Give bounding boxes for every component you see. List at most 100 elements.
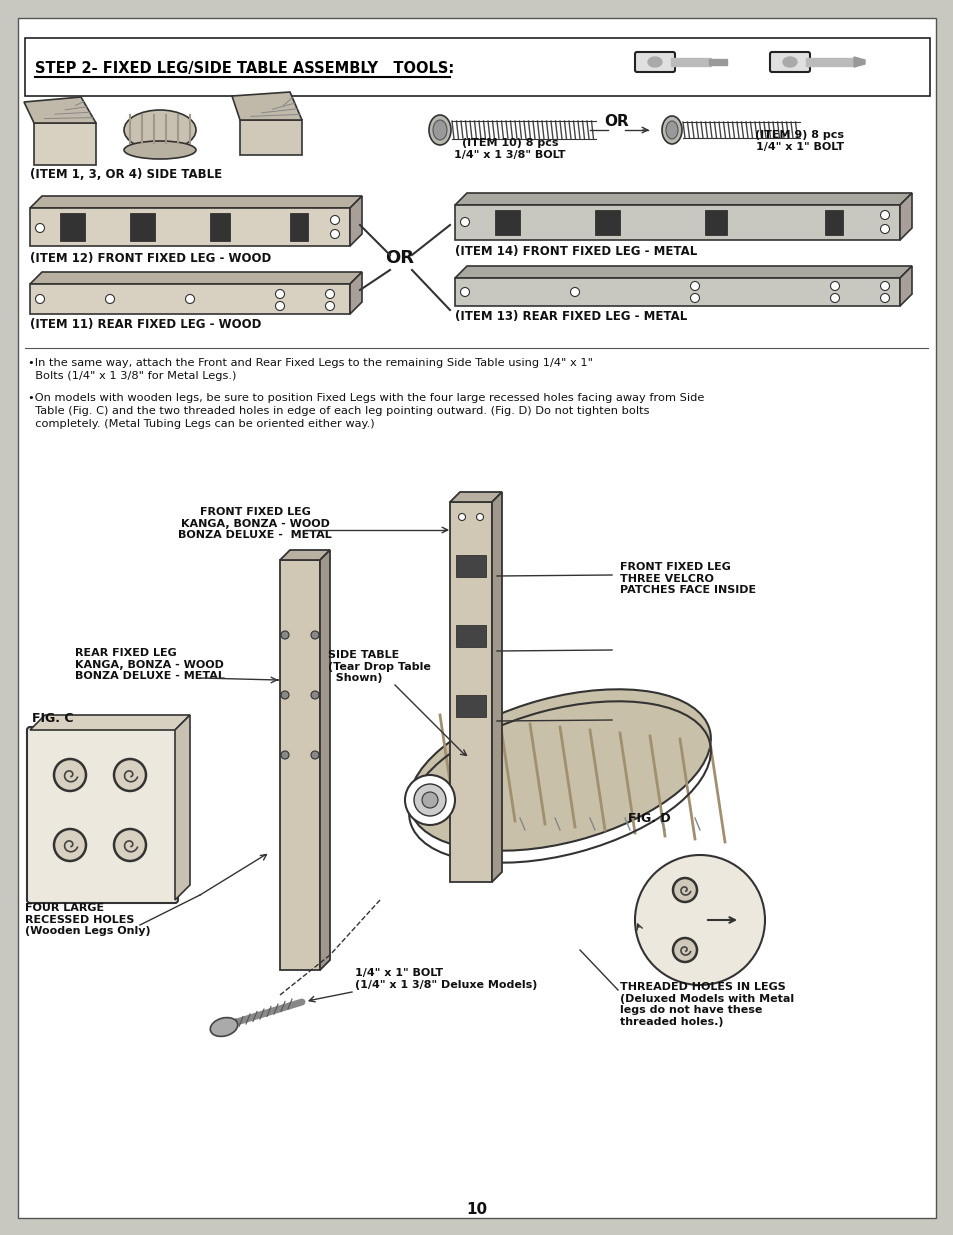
Bar: [290, 212, 308, 241]
Circle shape: [672, 878, 697, 902]
Circle shape: [113, 760, 146, 790]
Circle shape: [690, 294, 699, 303]
Ellipse shape: [124, 141, 195, 159]
Polygon shape: [24, 98, 96, 124]
Text: (ITEM 10) 8 pcs
1/4" x 1 3/8" BOLT: (ITEM 10) 8 pcs 1/4" x 1 3/8" BOLT: [454, 138, 565, 161]
Ellipse shape: [210, 1018, 237, 1036]
Circle shape: [476, 514, 483, 520]
Polygon shape: [240, 120, 302, 156]
FancyBboxPatch shape: [27, 727, 178, 903]
Circle shape: [880, 210, 888, 220]
Text: FIG. C: FIG. C: [32, 713, 73, 725]
Text: STEP 2- FIXED LEG/SIDE TABLE ASSEMBLY   TOOLS:: STEP 2- FIXED LEG/SIDE TABLE ASSEMBLY TO…: [35, 61, 454, 77]
Text: (ITEM 13) REAR FIXED LEG - METAL: (ITEM 13) REAR FIXED LEG - METAL: [455, 310, 686, 324]
Circle shape: [880, 225, 888, 233]
Circle shape: [185, 294, 194, 304]
Ellipse shape: [665, 121, 678, 140]
Bar: [805, 58, 855, 65]
Polygon shape: [280, 550, 330, 559]
Circle shape: [35, 294, 45, 304]
Polygon shape: [34, 124, 96, 165]
Circle shape: [570, 288, 578, 296]
Polygon shape: [30, 207, 350, 246]
Text: FOUR LARGE
RECESSED HOLES
(Wooden Legs Only): FOUR LARGE RECESSED HOLES (Wooden Legs O…: [25, 903, 151, 936]
Polygon shape: [853, 57, 864, 67]
Text: FRONT FIXED LEG
KANGA, BONZA - WOOD
BONZA DELUXE -  METAL: FRONT FIXED LEG KANGA, BONZA - WOOD BONZ…: [178, 508, 332, 540]
Circle shape: [405, 776, 455, 825]
Polygon shape: [350, 196, 361, 246]
Polygon shape: [30, 715, 190, 730]
Ellipse shape: [124, 110, 195, 149]
Circle shape: [281, 692, 289, 699]
Text: THREADED HOLES IN LEGS
(Deluxed Models with Metal
legs do not have these
threade: THREADED HOLES IN LEGS (Deluxed Models w…: [619, 982, 793, 1026]
Text: REAR FIXED LEG
KANGA, BONZA - WOOD
BONZA DELUXE - METAL: REAR FIXED LEG KANGA, BONZA - WOOD BONZA…: [75, 648, 225, 682]
Text: •On models with wooden legs, be sure to position Fixed Legs with the four large : •On models with wooden legs, be sure to …: [28, 393, 703, 430]
Circle shape: [281, 631, 289, 638]
Polygon shape: [455, 205, 899, 240]
Bar: [456, 555, 485, 577]
Text: 10: 10: [466, 1202, 487, 1216]
Text: (ITEM 14) FRONT FIXED LEG - METAL: (ITEM 14) FRONT FIXED LEG - METAL: [455, 245, 697, 258]
Text: (ITEM 11) REAR FIXED LEG - WOOD: (ITEM 11) REAR FIXED LEG - WOOD: [30, 317, 261, 331]
Ellipse shape: [661, 116, 681, 144]
Circle shape: [880, 294, 888, 303]
Circle shape: [311, 751, 318, 760]
Bar: [704, 210, 726, 235]
Circle shape: [460, 217, 469, 226]
Circle shape: [113, 829, 146, 861]
Bar: [670, 58, 710, 65]
Circle shape: [880, 282, 888, 290]
Circle shape: [690, 282, 699, 290]
Circle shape: [281, 751, 289, 760]
Bar: [708, 59, 726, 65]
Text: FRONT FIXED LEG
THREE VELCRO
PATCHES FACE INSIDE: FRONT FIXED LEG THREE VELCRO PATCHES FAC…: [619, 562, 756, 595]
Circle shape: [54, 829, 86, 861]
Ellipse shape: [409, 689, 710, 851]
Circle shape: [830, 294, 839, 303]
Circle shape: [311, 631, 318, 638]
Bar: [210, 212, 230, 241]
FancyBboxPatch shape: [635, 52, 675, 72]
Polygon shape: [455, 193, 911, 205]
Circle shape: [275, 289, 284, 299]
Circle shape: [35, 224, 45, 232]
Circle shape: [672, 939, 697, 962]
Bar: [25, 38, 929, 96]
Text: FIG. D: FIG. D: [627, 811, 670, 825]
Text: SIDE TABLE
(Tear Drop Table
  Shown): SIDE TABLE (Tear Drop Table Shown): [328, 650, 431, 683]
Bar: [595, 210, 619, 235]
Text: OR: OR: [604, 114, 629, 128]
Text: •In the same way, attach the Front and Rear Fixed Legs to the remaining Side Tab: •In the same way, attach the Front and R…: [28, 358, 593, 382]
Circle shape: [275, 301, 284, 310]
Circle shape: [830, 282, 839, 290]
Circle shape: [325, 301, 335, 310]
Polygon shape: [899, 193, 911, 240]
Circle shape: [421, 792, 437, 808]
Polygon shape: [30, 272, 361, 284]
Circle shape: [330, 215, 339, 225]
Polygon shape: [232, 91, 302, 120]
Text: (ITEM 9) 8 pcs
1/4" x 1" BOLT: (ITEM 9) 8 pcs 1/4" x 1" BOLT: [755, 131, 843, 152]
Polygon shape: [350, 272, 361, 314]
Circle shape: [330, 230, 339, 238]
Bar: [60, 212, 85, 241]
Polygon shape: [450, 492, 501, 501]
Circle shape: [311, 692, 318, 699]
Polygon shape: [319, 550, 330, 969]
Bar: [495, 210, 519, 235]
Polygon shape: [30, 284, 350, 314]
Polygon shape: [280, 559, 319, 969]
Circle shape: [54, 760, 86, 790]
Bar: [456, 695, 485, 718]
Circle shape: [106, 294, 114, 304]
Circle shape: [458, 514, 465, 520]
Circle shape: [325, 289, 335, 299]
Polygon shape: [174, 715, 190, 900]
Polygon shape: [455, 266, 911, 278]
Polygon shape: [899, 266, 911, 306]
Bar: [456, 625, 485, 647]
Text: (ITEM 1, 3, OR 4) SIDE TABLE: (ITEM 1, 3, OR 4) SIDE TABLE: [30, 168, 222, 182]
Ellipse shape: [647, 57, 661, 67]
Circle shape: [414, 784, 446, 816]
Polygon shape: [30, 196, 361, 207]
